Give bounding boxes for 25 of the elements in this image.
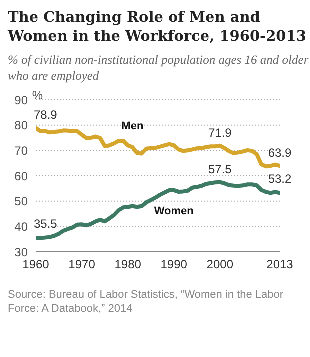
data-label: 63.9 <box>268 146 292 160</box>
x-tick-label: 1980 <box>114 258 142 272</box>
x-tick-label: 1970 <box>68 258 96 272</box>
y-tick-label: 40 <box>14 220 28 234</box>
data-label: 35.5 <box>34 217 58 232</box>
x-tick-label: 2013 <box>266 258 294 272</box>
chart-title: The Changing Role of Men and Women in the Workforce, 1960-2013 <box>8 8 308 46</box>
y-tick-label: 80 <box>14 118 28 133</box>
y-tick-label: 60 <box>14 169 28 184</box>
x-tick-label: 1990 <box>160 258 188 272</box>
y-tick-label: 70 <box>14 144 28 158</box>
source-note: Source: Bureau of Labor Statistics, “Women in the Labor Force: A Databook,” 2014 <box>8 288 285 316</box>
x-tick-label: 1960 <box>22 258 50 272</box>
y-tick-label: 50 <box>14 194 28 209</box>
y-tick-label: 30 <box>14 245 28 260</box>
series-label: Women <box>154 205 194 218</box>
y-axis-title: % <box>32 88 44 103</box>
x-tick-label: 2000 <box>206 258 234 272</box>
data-label: 78.9 <box>34 108 58 122</box>
data-label: 71.9 <box>208 126 232 140</box>
chart-subtitle: % of civilian non-institutional population ages 16 and older who are employed <box>8 52 310 84</box>
series-label: Men <box>122 120 144 132</box>
data-label: 53.2 <box>268 172 292 186</box>
y-tick-label: 90 <box>14 93 28 108</box>
data-label: 57.5 <box>208 162 232 176</box>
